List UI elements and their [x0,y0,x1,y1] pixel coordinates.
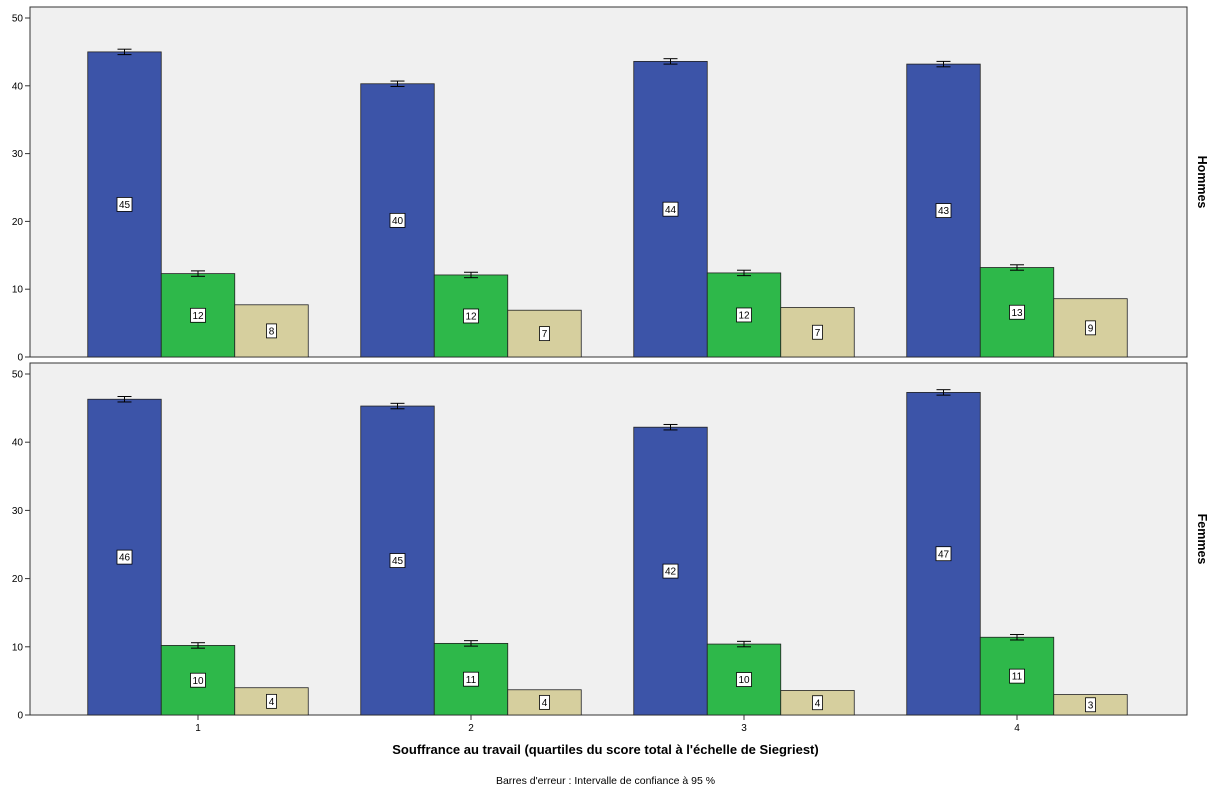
data-label-box [1009,668,1025,684]
data-label: 45 [119,200,131,211]
x-tick-label: 2 [468,723,474,734]
data-label-box [736,307,752,323]
y-tick-label: 10 [12,285,24,296]
y-tick-label: 30 [12,506,24,517]
error-bar-note: Barres d'erreur : Intervalle de confianc… [495,775,716,787]
data-label-box [266,693,277,709]
x-tick-label: 3 [741,723,747,734]
data-label-box [539,326,550,342]
data-label: 7 [815,328,821,339]
data-label: 7 [542,329,548,340]
data-label-box [266,323,277,339]
data-label: 12 [738,311,750,322]
data-label-box [116,549,133,565]
data-label-box [736,672,752,687]
data-label: 10 [738,675,750,686]
data-label-box [935,203,952,218]
data-label: 45 [392,556,404,567]
data-label: 11 [1012,672,1023,683]
y-tick-label: 0 [17,711,23,722]
data-label: 13 [1011,308,1023,319]
y-tick-label: 10 [12,642,24,653]
y-tick-label: 0 [17,353,23,364]
y-tick-label: 20 [12,574,24,585]
data-label-box [190,672,206,688]
data-label-box [662,201,679,217]
y-tick-label: 50 [12,14,24,25]
data-label-box [190,307,206,323]
data-label: 9 [1088,323,1094,334]
data-label: 3 [1088,700,1094,711]
data-label: 10 [192,676,204,687]
x-axis-label: Souffrance au travail (quartiles du scor… [392,742,819,757]
data-label: 12 [465,312,477,323]
panel-label-femmes: Femmes [1195,514,1209,565]
y-tick-label: 30 [12,149,24,160]
data-label: 12 [192,311,204,322]
data-label: 8 [269,326,275,337]
data-label-box [935,546,952,562]
data-label: 44 [665,205,677,216]
data-label-box [116,197,133,212]
data-label: 4 [269,697,275,708]
y-tick-label: 20 [12,217,24,228]
data-label: 4 [542,698,548,709]
data-label-box [389,212,406,228]
data-label-box [389,553,406,568]
y-tick-label: 40 [12,438,24,449]
bar-femmes-series-3-q1 [234,687,309,716]
data-label: 4 [815,698,821,709]
data-label-box [812,695,823,711]
data-label: 40 [392,216,404,227]
data-label: 43 [938,206,950,217]
data-label: 11 [466,675,477,686]
data-label-box [662,563,679,579]
x-tick-label: 1 [195,723,201,734]
y-tick-label: 50 [12,370,24,381]
data-label: 46 [119,553,131,564]
data-label-box [463,671,479,687]
data-label-box [539,694,550,710]
x-tick-label: 4 [1014,723,1020,734]
data-label-box [812,324,823,340]
data-label-box [1085,320,1096,336]
panel-label-hommes: Hommes [1195,156,1209,209]
y-tick-label: 40 [12,81,24,92]
data-label-box [463,308,479,324]
data-label-box [1009,304,1025,320]
data-label: 47 [938,549,950,560]
data-label: 42 [665,567,677,578]
data-label-box [1085,697,1096,713]
